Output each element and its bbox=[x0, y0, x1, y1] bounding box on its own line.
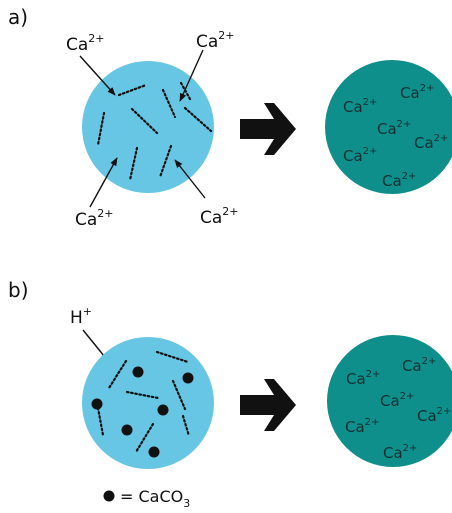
panel-a-polymer-chains bbox=[96, 81, 213, 182]
panel-b-polymer-chains bbox=[96, 350, 191, 454]
legend-label: = CaCO3 bbox=[120, 487, 190, 510]
panel-a-dissolved-circle bbox=[325, 60, 452, 194]
svg-text:Ca2+: Ca2+ bbox=[380, 391, 414, 410]
panel-a-ion-label-top-left: Ca2+ bbox=[66, 32, 105, 55]
panel-a-pointer-arrows bbox=[79, 49, 206, 208]
panel-b-particle-circle bbox=[82, 337, 214, 469]
panel-b-free-ions: Ca2+ Ca2+ Ca2+ Ca2+ Ca2+ Ca2+ bbox=[345, 356, 451, 462]
panel-b-caco3-particles bbox=[91, 366, 194, 458]
panel-b-letter: b) bbox=[8, 278, 29, 302]
panel-a-ion-label-bottom-right: Ca2+ bbox=[200, 205, 239, 228]
svg-text:Ca2+: Ca2+ bbox=[345, 417, 379, 436]
svg-text:Ca2+: Ca2+ bbox=[402, 356, 436, 375]
panel-a-letter: a) bbox=[8, 5, 28, 29]
svg-text:Ca2+: Ca2+ bbox=[343, 97, 377, 116]
svg-text:Ca2+: Ca2+ bbox=[383, 443, 417, 462]
svg-text:Ca2+: Ca2+ bbox=[346, 369, 380, 388]
svg-text:Ca2+: Ca2+ bbox=[382, 171, 416, 190]
panel-a-ion-label-top-right: Ca2+ bbox=[196, 29, 235, 52]
legend-black-dot-icon bbox=[103, 490, 115, 502]
panel-a-right-arrow-icon bbox=[240, 103, 296, 155]
svg-text:Ca2+: Ca2+ bbox=[377, 119, 411, 138]
panel-a-free-ions: Ca2+ Ca2+ Ca2+ Ca2+ Ca2+ Ca2+ bbox=[343, 83, 448, 190]
panel-b-right-arrow-icon bbox=[240, 379, 296, 431]
panel-b-proton-label: H+ bbox=[70, 305, 92, 328]
svg-text:Ca2+: Ca2+ bbox=[400, 83, 434, 102]
panel-b-dissolved-circle bbox=[327, 335, 452, 467]
svg-text:Ca2+: Ca2+ bbox=[343, 146, 377, 165]
svg-text:Ca2+: Ca2+ bbox=[417, 406, 451, 425]
panel-a-ion-label-bottom-left: Ca2+ bbox=[75, 207, 114, 230]
svg-text:Ca2+: Ca2+ bbox=[414, 133, 448, 152]
